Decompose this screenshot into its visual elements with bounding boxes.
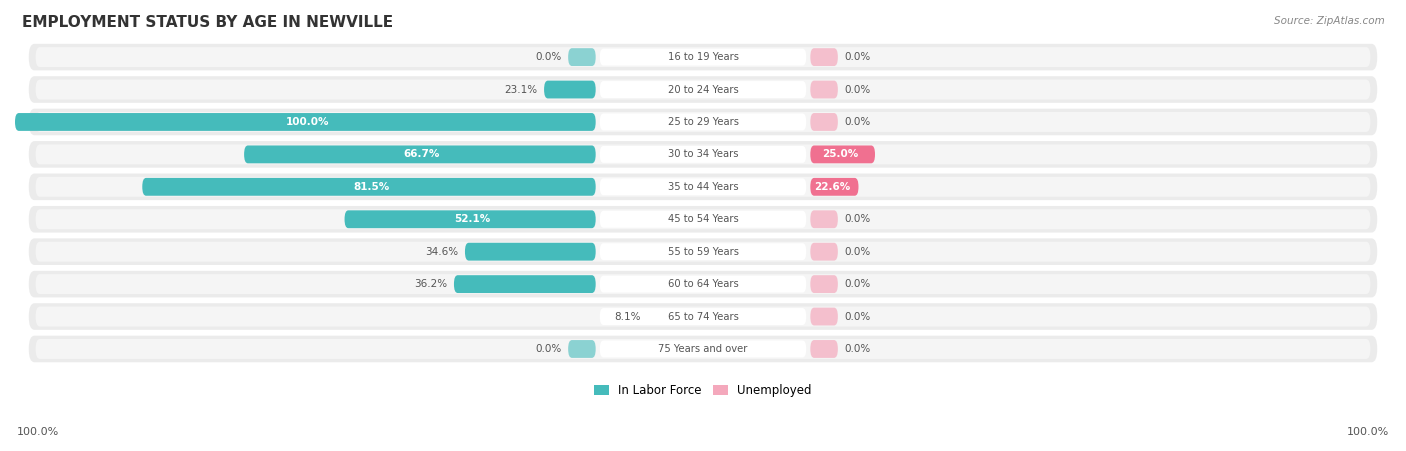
FancyBboxPatch shape (810, 210, 838, 228)
FancyBboxPatch shape (600, 49, 806, 65)
FancyBboxPatch shape (35, 307, 1371, 327)
FancyBboxPatch shape (35, 144, 1371, 164)
Text: 8.1%: 8.1% (614, 312, 640, 322)
FancyBboxPatch shape (28, 76, 1378, 103)
Text: 81.5%: 81.5% (353, 182, 389, 192)
Text: 52.1%: 52.1% (454, 214, 491, 224)
Text: 0.0%: 0.0% (845, 312, 870, 322)
FancyBboxPatch shape (344, 210, 596, 228)
FancyBboxPatch shape (810, 113, 838, 131)
Text: 22.6%: 22.6% (814, 182, 851, 192)
FancyBboxPatch shape (568, 340, 596, 358)
FancyBboxPatch shape (810, 308, 838, 326)
Text: 35 to 44 Years: 35 to 44 Years (668, 182, 738, 192)
Text: 66.7%: 66.7% (404, 149, 440, 159)
FancyBboxPatch shape (28, 239, 1378, 265)
FancyBboxPatch shape (600, 114, 806, 130)
Text: 34.6%: 34.6% (425, 247, 458, 257)
FancyBboxPatch shape (35, 177, 1371, 197)
FancyBboxPatch shape (28, 174, 1378, 200)
FancyBboxPatch shape (35, 242, 1371, 262)
FancyBboxPatch shape (28, 271, 1378, 297)
Legend: In Labor Force, Unemployed: In Labor Force, Unemployed (589, 379, 817, 401)
Text: 45 to 54 Years: 45 to 54 Years (668, 214, 738, 224)
FancyBboxPatch shape (600, 276, 806, 293)
FancyBboxPatch shape (810, 48, 838, 66)
FancyBboxPatch shape (810, 243, 838, 261)
Text: 75 Years and over: 75 Years and over (658, 344, 748, 354)
FancyBboxPatch shape (28, 44, 1378, 70)
Text: 0.0%: 0.0% (845, 117, 870, 127)
Text: 36.2%: 36.2% (413, 279, 447, 289)
FancyBboxPatch shape (28, 303, 1378, 330)
Text: 0.0%: 0.0% (536, 344, 561, 354)
FancyBboxPatch shape (810, 178, 859, 196)
FancyBboxPatch shape (810, 81, 838, 98)
FancyBboxPatch shape (810, 275, 838, 293)
FancyBboxPatch shape (600, 243, 806, 260)
Text: Source: ZipAtlas.com: Source: ZipAtlas.com (1274, 16, 1385, 26)
FancyBboxPatch shape (600, 178, 806, 195)
Text: 60 to 64 Years: 60 to 64 Years (668, 279, 738, 289)
FancyBboxPatch shape (142, 178, 596, 196)
Text: EMPLOYMENT STATUS BY AGE IN NEWVILLE: EMPLOYMENT STATUS BY AGE IN NEWVILLE (22, 15, 394, 30)
Text: 55 to 59 Years: 55 to 59 Years (668, 247, 738, 257)
Text: 30 to 34 Years: 30 to 34 Years (668, 149, 738, 159)
Text: 0.0%: 0.0% (845, 279, 870, 289)
Text: 25 to 29 Years: 25 to 29 Years (668, 117, 738, 127)
FancyBboxPatch shape (15, 113, 596, 131)
FancyBboxPatch shape (544, 81, 596, 98)
FancyBboxPatch shape (28, 109, 1378, 135)
FancyBboxPatch shape (35, 79, 1371, 100)
FancyBboxPatch shape (28, 206, 1378, 233)
Text: 23.1%: 23.1% (505, 84, 537, 95)
FancyBboxPatch shape (35, 209, 1371, 229)
FancyBboxPatch shape (568, 48, 596, 66)
FancyBboxPatch shape (245, 146, 596, 163)
Text: 65 to 74 Years: 65 to 74 Years (668, 312, 738, 322)
FancyBboxPatch shape (600, 341, 806, 358)
FancyBboxPatch shape (600, 308, 806, 325)
FancyBboxPatch shape (810, 146, 875, 163)
Text: 0.0%: 0.0% (845, 214, 870, 224)
FancyBboxPatch shape (28, 141, 1378, 168)
Text: 0.0%: 0.0% (845, 247, 870, 257)
Text: 100.0%: 100.0% (17, 428, 59, 437)
FancyBboxPatch shape (35, 274, 1371, 294)
Text: 0.0%: 0.0% (845, 84, 870, 95)
Text: 16 to 19 Years: 16 to 19 Years (668, 52, 738, 62)
FancyBboxPatch shape (600, 81, 806, 98)
FancyBboxPatch shape (28, 336, 1378, 362)
FancyBboxPatch shape (600, 146, 806, 163)
FancyBboxPatch shape (465, 243, 596, 261)
FancyBboxPatch shape (600, 211, 806, 228)
Text: 0.0%: 0.0% (536, 52, 561, 62)
Text: 100.0%: 100.0% (285, 117, 329, 127)
Text: 20 to 24 Years: 20 to 24 Years (668, 84, 738, 95)
FancyBboxPatch shape (454, 275, 596, 293)
Text: 0.0%: 0.0% (845, 52, 870, 62)
FancyBboxPatch shape (810, 340, 838, 358)
Text: 100.0%: 100.0% (1347, 428, 1389, 437)
FancyBboxPatch shape (35, 339, 1371, 359)
FancyBboxPatch shape (35, 47, 1371, 67)
FancyBboxPatch shape (35, 112, 1371, 132)
Text: 25.0%: 25.0% (823, 149, 859, 159)
Text: 0.0%: 0.0% (845, 344, 870, 354)
